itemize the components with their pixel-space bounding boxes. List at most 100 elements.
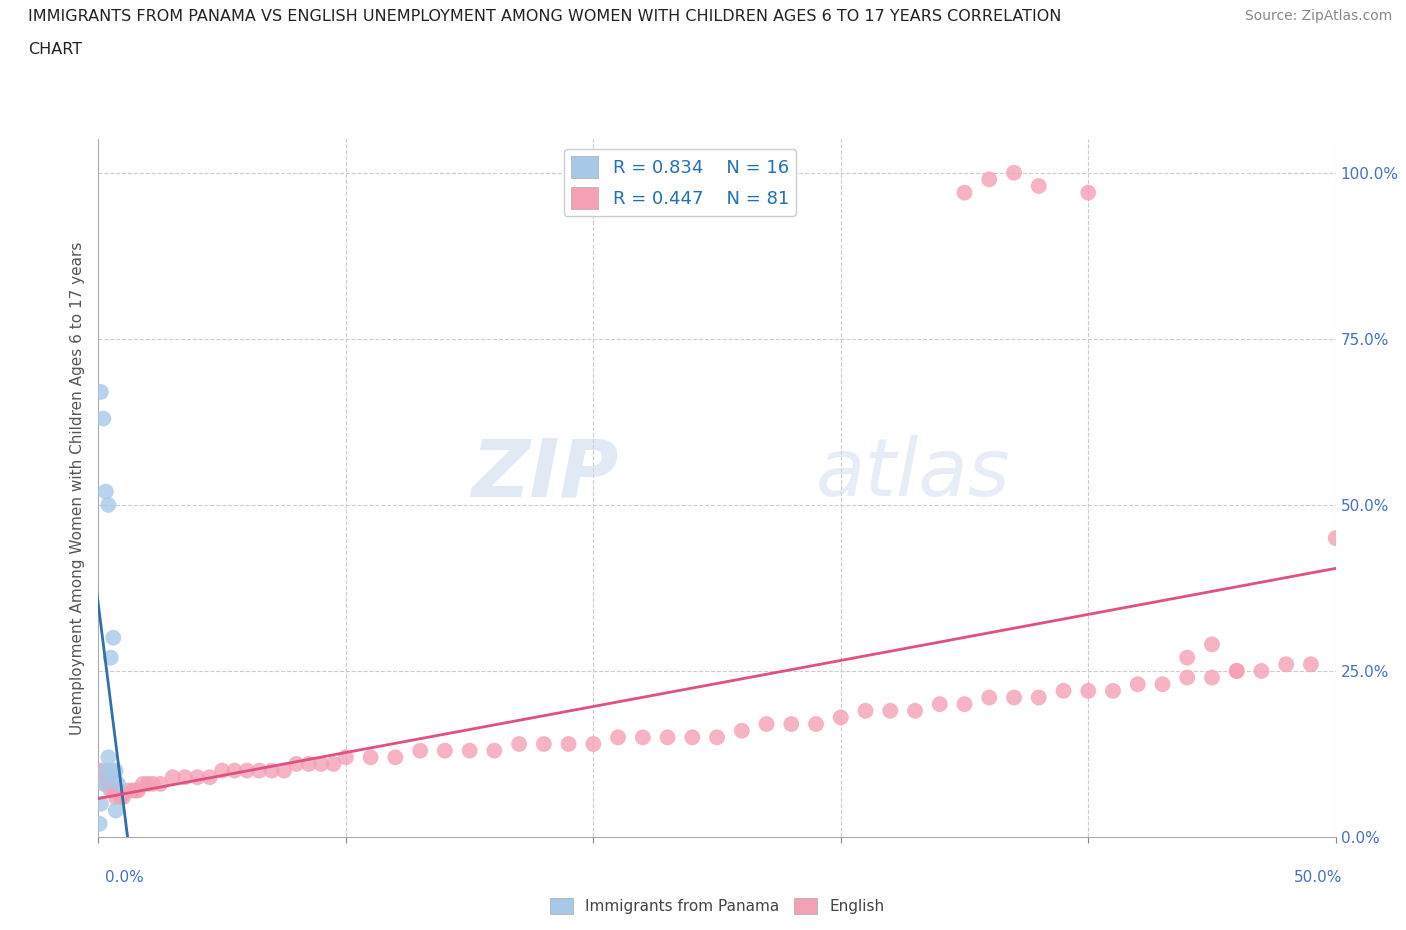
Point — [1028, 690, 1050, 705]
Point — [1226, 663, 1249, 678]
Point — [1324, 531, 1347, 546]
Text: atlas: atlas — [815, 435, 1011, 513]
Point — [681, 730, 703, 745]
Point — [607, 730, 630, 745]
Point — [89, 817, 111, 831]
Point — [100, 650, 122, 665]
Point — [236, 764, 259, 778]
Point — [780, 717, 803, 732]
Point — [582, 737, 605, 751]
Point — [322, 756, 344, 771]
Point — [247, 764, 270, 778]
Point — [804, 717, 827, 732]
Point — [186, 770, 208, 785]
Point — [484, 743, 506, 758]
Point — [104, 803, 127, 817]
Point — [1077, 185, 1099, 200]
Point — [1002, 690, 1025, 705]
Text: CHART: CHART — [28, 42, 82, 57]
Point — [90, 796, 112, 811]
Point — [335, 750, 357, 764]
Point — [1152, 677, 1174, 692]
Point — [979, 690, 1001, 705]
Point — [298, 756, 321, 771]
Text: ZIP: ZIP — [471, 435, 619, 513]
Point — [107, 777, 129, 791]
Point — [198, 770, 221, 785]
Point — [631, 730, 654, 745]
Point — [1250, 663, 1272, 678]
Point — [1175, 671, 1198, 685]
Point — [100, 783, 122, 798]
Point — [508, 737, 530, 751]
Point — [409, 743, 432, 758]
Point — [309, 756, 332, 771]
Point — [90, 384, 112, 399]
Point — [97, 770, 120, 785]
Point — [132, 777, 155, 791]
Point — [149, 777, 172, 791]
Point — [928, 697, 950, 711]
Point — [1201, 637, 1223, 652]
Point — [533, 737, 555, 751]
Point — [1226, 663, 1249, 678]
Point — [1275, 657, 1298, 671]
Point — [979, 172, 1001, 187]
Point — [174, 770, 197, 785]
Point — [97, 498, 120, 512]
Point — [110, 790, 132, 804]
Point — [360, 750, 382, 764]
Point — [557, 737, 579, 751]
Point — [211, 764, 233, 778]
Y-axis label: Unemployment Among Women with Children Ages 6 to 17 years: Unemployment Among Women with Children A… — [70, 242, 86, 735]
Point — [124, 783, 146, 798]
Point — [384, 750, 406, 764]
Text: 50.0%: 50.0% — [1295, 870, 1343, 884]
Point — [94, 777, 117, 791]
Legend: R = 0.834    N = 16, R = 0.447    N = 81: R = 0.834 N = 16, R = 0.447 N = 81 — [564, 149, 796, 216]
Point — [107, 783, 129, 798]
Point — [142, 777, 165, 791]
Point — [103, 783, 125, 798]
Point — [100, 764, 122, 778]
Point — [953, 185, 976, 200]
Point — [93, 777, 115, 791]
Point — [731, 724, 754, 738]
Point — [94, 764, 117, 778]
Point — [755, 717, 778, 732]
Point — [103, 631, 125, 645]
Point — [1175, 650, 1198, 665]
Point — [122, 783, 145, 798]
Point — [90, 764, 112, 778]
Point — [104, 764, 127, 778]
Text: 0.0%: 0.0% — [105, 870, 145, 884]
Point — [1028, 179, 1050, 193]
Point — [1299, 657, 1322, 671]
Point — [953, 697, 976, 711]
Point — [93, 411, 115, 426]
Point — [104, 790, 127, 804]
Point — [1102, 684, 1125, 698]
Point — [136, 777, 159, 791]
Point — [127, 783, 149, 798]
Point — [224, 764, 246, 778]
Point — [830, 710, 852, 724]
Point — [1077, 684, 1099, 698]
Point — [706, 730, 728, 745]
Point — [162, 770, 184, 785]
Point — [97, 750, 120, 764]
Point — [273, 764, 295, 778]
Point — [285, 756, 308, 771]
Point — [855, 703, 877, 718]
Point — [433, 743, 456, 758]
Point — [94, 485, 117, 499]
Point — [260, 764, 283, 778]
Point — [112, 790, 135, 804]
Point — [657, 730, 679, 745]
Point — [1052, 684, 1074, 698]
Point — [93, 770, 115, 785]
Point — [879, 703, 901, 718]
Point — [103, 770, 125, 785]
Point — [904, 703, 927, 718]
Point — [1126, 677, 1149, 692]
